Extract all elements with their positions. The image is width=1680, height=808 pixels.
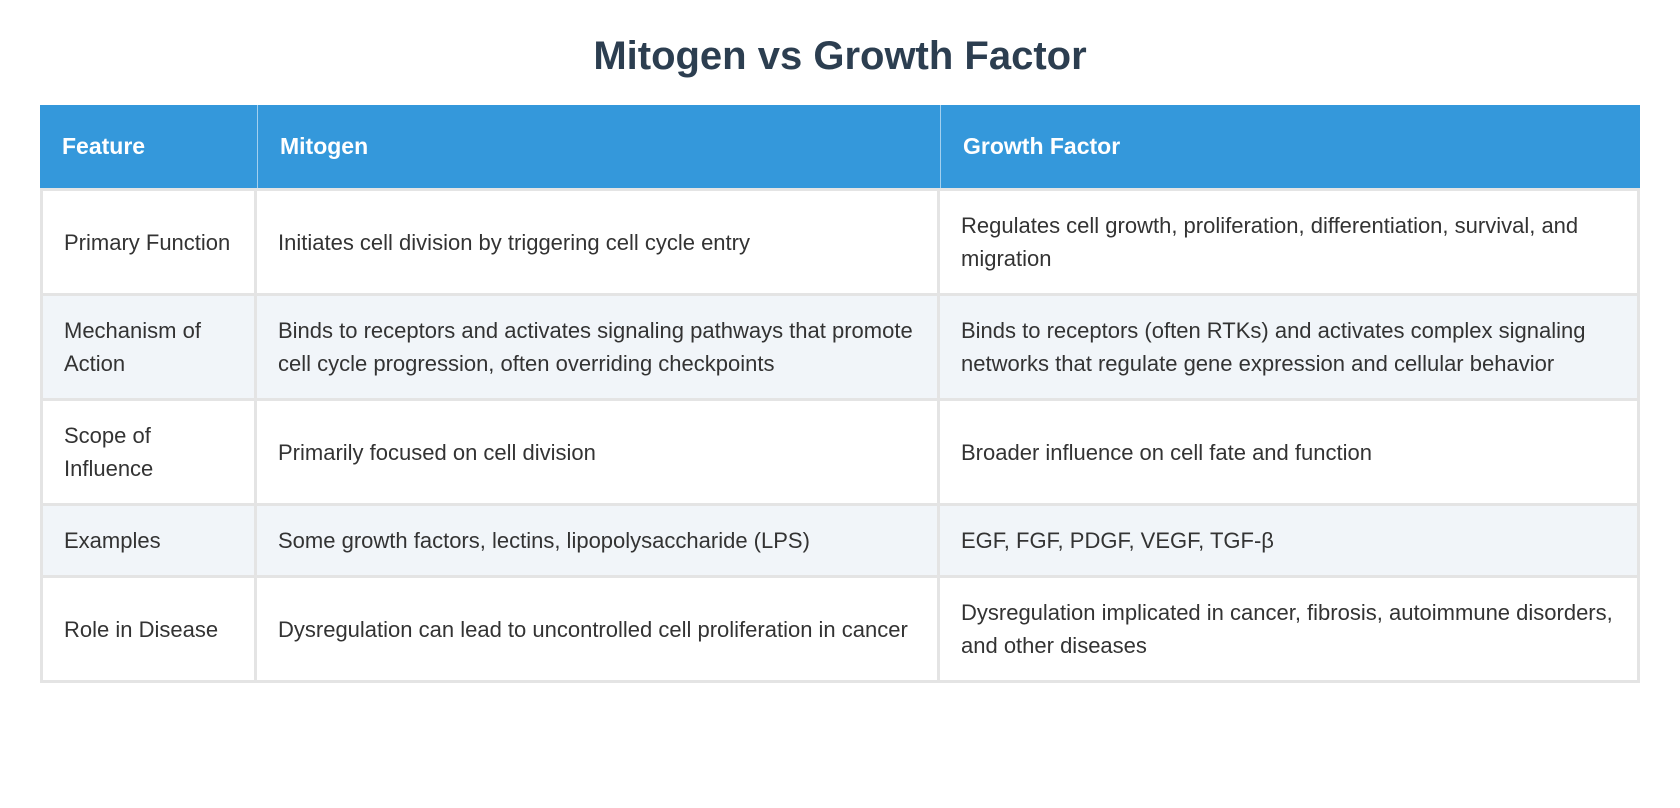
mitogen-cell: Initiates cell division by triggering ce… xyxy=(257,188,940,296)
header-cell-growth-factor: Growth Factor xyxy=(940,105,1640,188)
mitogen-cell: Primarily focused on cell division xyxy=(257,401,940,506)
growth-factor-cell: Broader influence on cell fate and funct… xyxy=(940,401,1640,506)
table-header-row: Feature Mitogen Growth Factor xyxy=(40,105,1640,188)
table-row: Scope of Influence Primarily focused on … xyxy=(40,401,1640,506)
page-title: Mitogen vs Growth Factor xyxy=(593,34,1087,78)
feature-cell: Role in Disease xyxy=(40,578,257,683)
feature-cell: Scope of Influence xyxy=(40,401,257,506)
feature-cell: Mechanism of Action xyxy=(40,296,257,401)
table-row: Primary Function Initiates cell division… xyxy=(40,188,1640,296)
table-row: Mechanism of Action Binds to receptors a… xyxy=(40,296,1640,401)
mitogen-cell: Dysregulation can lead to uncontrolled c… xyxy=(257,578,940,683)
growth-factor-cell: Dysregulation implicated in cancer, fibr… xyxy=(940,578,1640,683)
table-row: Role in Disease Dysregulation can lead t… xyxy=(40,578,1640,683)
growth-factor-cell: Regulates cell growth, proliferation, di… xyxy=(940,188,1640,296)
header-cell-mitogen: Mitogen xyxy=(257,105,940,188)
mitogen-cell: Some growth factors, lectins, lipopolysa… xyxy=(257,506,940,578)
feature-cell: Primary Function xyxy=(40,188,257,296)
growth-factor-cell: EGF, FGF, PDGF, VEGF, TGF-β xyxy=(940,506,1640,578)
header-cell-feature: Feature xyxy=(40,105,257,188)
mitogen-cell: Binds to receptors and activates signali… xyxy=(257,296,940,401)
growth-factor-cell: Binds to receptors (often RTKs) and acti… xyxy=(940,296,1640,401)
comparison-table: Feature Mitogen Growth Factor Primary Fu… xyxy=(40,105,1640,683)
feature-cell: Examples xyxy=(40,506,257,578)
table-row: Examples Some growth factors, lectins, l… xyxy=(40,506,1640,578)
